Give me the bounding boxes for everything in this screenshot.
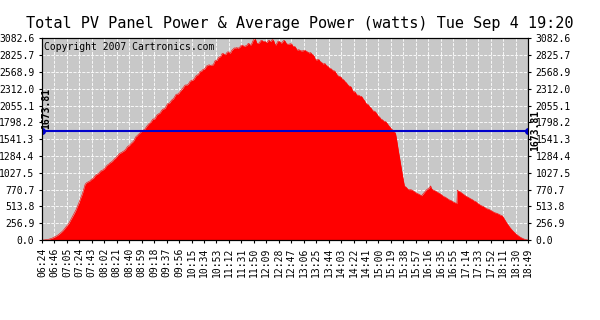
Text: Total PV Panel Power & Average Power (watts) Tue Sep 4 19:20: Total PV Panel Power & Average Power (wa… <box>26 16 574 31</box>
Text: 1673.81: 1673.81 <box>530 110 541 151</box>
Text: Copyright 2007 Cartronics.com: Copyright 2007 Cartronics.com <box>44 43 215 52</box>
Text: 1673.81: 1673.81 <box>41 87 51 129</box>
